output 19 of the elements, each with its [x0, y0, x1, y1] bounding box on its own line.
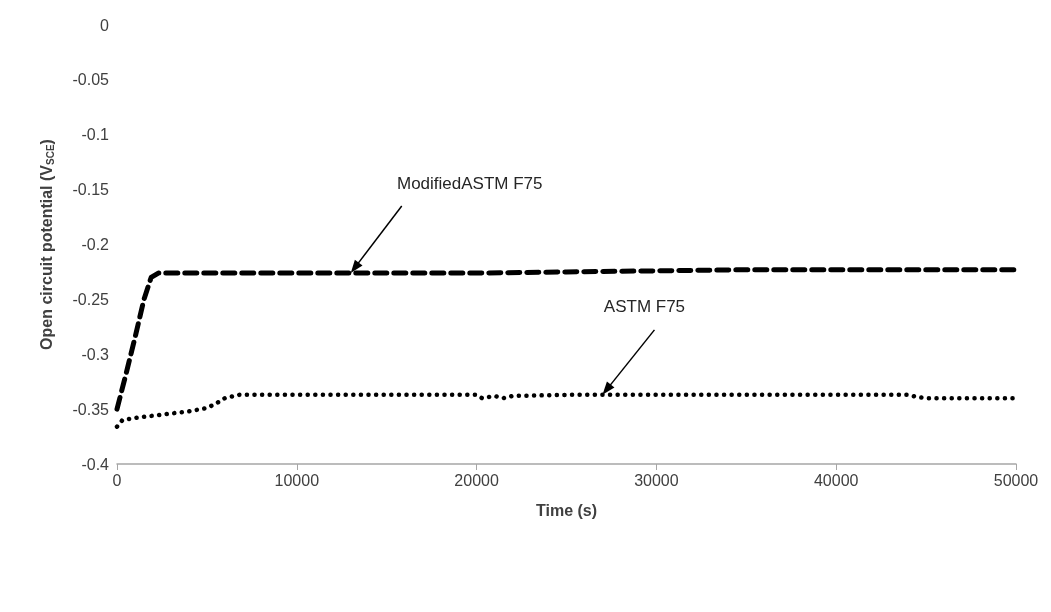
annotation: ASTM F75 [603, 297, 686, 317]
x-tick-label: 20000 [454, 471, 499, 489]
x-tick-label: 50000 [993, 471, 1039, 489]
y-axis-title: Open circuit potential (VSCE) [37, 139, 56, 350]
y-tick-label: -0.15 [72, 181, 110, 199]
y-tick-label: -0.4 [81, 455, 110, 473]
y-tick-label: -0.35 [72, 400, 110, 418]
y-tick-label: -0.25 [72, 290, 110, 308]
y-tick-label: -0.1 [81, 126, 110, 144]
x-tick-label: 30000 [634, 471, 679, 489]
x-tick-label: 0 [112, 471, 122, 489]
x-tick-label: 10000 [274, 471, 320, 489]
y-tick-label: -0.2 [81, 236, 110, 253]
y-tick-label: -0.05 [72, 71, 110, 89]
y-tick-label: -0.3 [81, 345, 110, 363]
y-tick-label: 0 [100, 16, 110, 34]
x-tick-label: 40000 [813, 471, 859, 489]
annotation: ModifiedASTM F75 [396, 173, 543, 193]
x-axis-title: Time (s) [535, 501, 598, 519]
